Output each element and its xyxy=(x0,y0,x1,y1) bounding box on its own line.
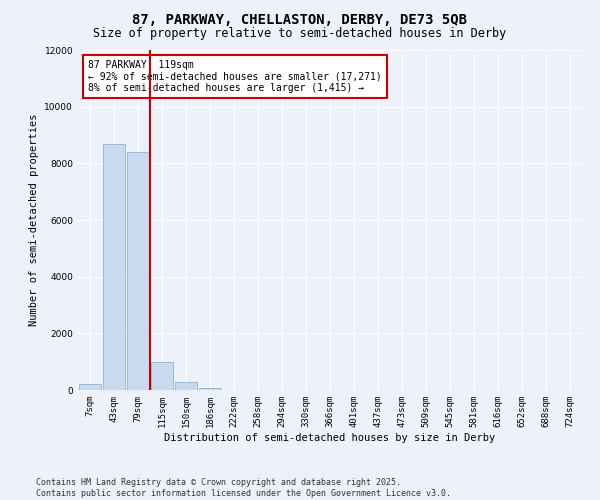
Bar xyxy=(103,144,125,390)
Text: Contains HM Land Registry data © Crown copyright and database right 2025.
Contai: Contains HM Land Registry data © Crown c… xyxy=(36,478,451,498)
Bar xyxy=(79,384,101,390)
Y-axis label: Number of semi-detached properties: Number of semi-detached properties xyxy=(29,114,39,326)
Bar xyxy=(175,382,197,390)
Text: 87 PARKWAY: 119sqm
← 92% of semi-detached houses are smaller (17,271)
8% of semi: 87 PARKWAY: 119sqm ← 92% of semi-detache… xyxy=(88,60,382,94)
Text: Size of property relative to semi-detached houses in Derby: Size of property relative to semi-detach… xyxy=(94,28,506,40)
Bar xyxy=(127,152,149,390)
Bar xyxy=(199,388,221,390)
X-axis label: Distribution of semi-detached houses by size in Derby: Distribution of semi-detached houses by … xyxy=(164,432,496,442)
Bar xyxy=(151,362,173,390)
Text: 87, PARKWAY, CHELLASTON, DERBY, DE73 5QB: 87, PARKWAY, CHELLASTON, DERBY, DE73 5QB xyxy=(133,12,467,26)
